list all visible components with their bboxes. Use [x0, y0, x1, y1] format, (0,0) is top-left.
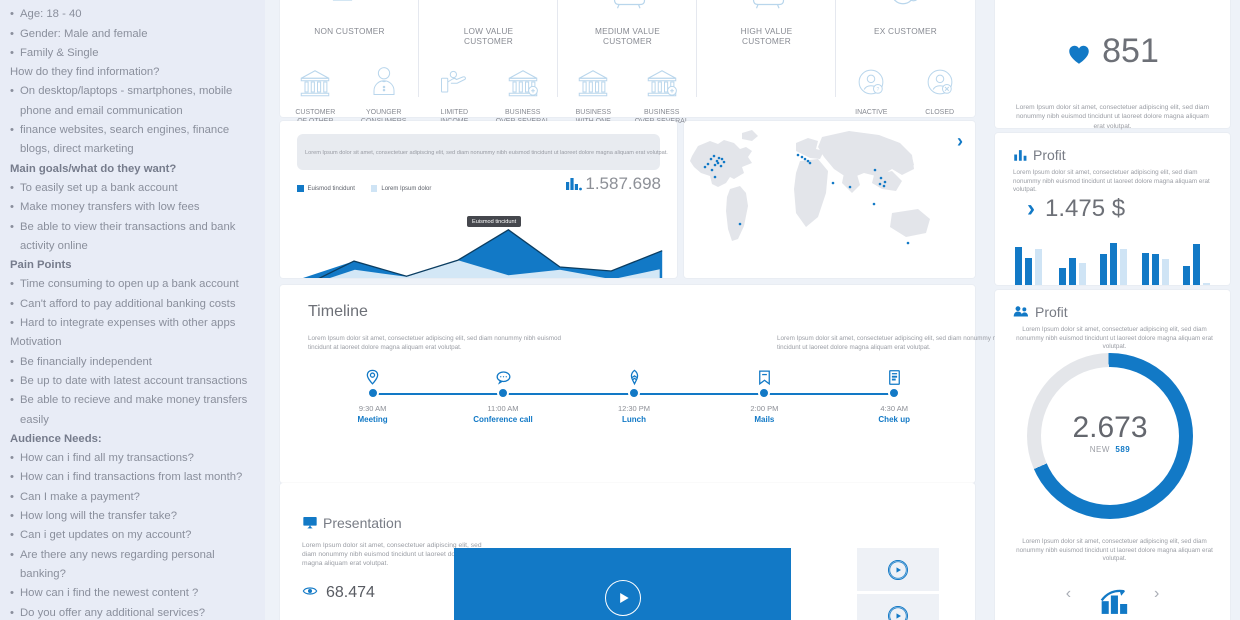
svg-text:?: ? — [877, 87, 880, 93]
